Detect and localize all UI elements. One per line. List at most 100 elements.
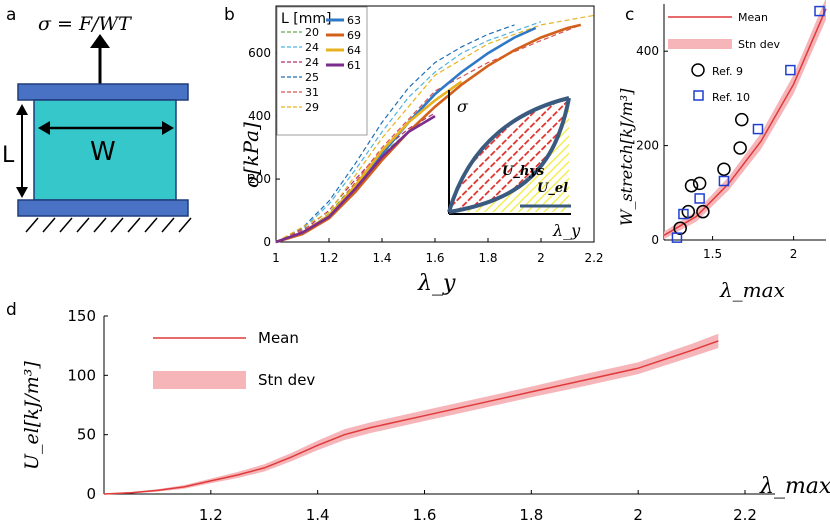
y-tick-label-b: 200 [248, 172, 271, 186]
length-label: L [2, 143, 15, 168]
width-label: W [90, 137, 116, 167]
series-line-24 [275, 112, 436, 243]
legend-label-b: 24 [305, 41, 319, 54]
ground-hatching [25, 217, 192, 233]
length-arrowhead-bottom [16, 187, 28, 198]
hatch-line [59, 217, 73, 233]
legend-label-std-d: Stn dev [258, 371, 315, 389]
inset-label-el: U_el [537, 181, 568, 196]
length-arrowhead-top [16, 104, 28, 115]
panel-letter-c: c [625, 5, 634, 25]
legend-entries-b: 20 24 24 25 31 29 63 69 64 61 [281, 14, 361, 114]
legend-label-b: 64 [347, 44, 361, 57]
legend-label-mean-c: Mean [738, 11, 768, 24]
ref9-point [733, 141, 747, 155]
series-group-b [275, 14, 595, 244]
x-tick-label-d: 1.2 [199, 506, 223, 524]
series-line-24 [275, 21, 542, 243]
ref9-point [696, 204, 710, 219]
x-axis-label-c: λ_max [719, 278, 785, 302]
inset-y-label: σ [457, 97, 469, 116]
x-tick-label-b: 1.6 [425, 251, 444, 265]
axis-ticks-c: 1.5 2 0 200 400 [636, 44, 797, 261]
legend-label-b: 63 [347, 14, 361, 27]
ref10-point [718, 175, 730, 187]
std-band-c [664, 0, 826, 240]
hatch-line [127, 217, 141, 233]
legend-box-b [276, 6, 368, 136]
hatch-line [25, 217, 39, 233]
x-tick-label-b: 1.8 [478, 251, 497, 265]
ref9-point [673, 221, 687, 235]
series-line-25 [275, 24, 515, 243]
legend-label-b: 24 [305, 56, 319, 69]
y-tick-label-d: 150 [67, 307, 96, 325]
y-tick-label-b: 600 [248, 46, 271, 60]
top-plate [17, 83, 189, 101]
width-arrowhead-left [38, 121, 50, 135]
legend-label-ref10: Ref. 10 [712, 91, 750, 104]
legend-label-b: 29 [305, 101, 319, 114]
inset-hysteresis: σ λ_y U_hys U_el [447, 90, 581, 240]
ref10-point [694, 193, 705, 204]
series-line-69 [275, 23, 582, 244]
x-tick-label-b: 1 [272, 251, 280, 265]
hysteresis-area [449, 98, 569, 212]
x-tick-label-d: 1.4 [306, 506, 330, 524]
schematic-panel-a: σ = F/WT W L [2, 13, 192, 233]
y-axis-label-b: σ[kPa] [239, 122, 263, 188]
hatch-line [161, 217, 175, 233]
hatch-line [93, 217, 107, 233]
elastic-area [449, 98, 569, 212]
x-axis-label-d: λ_max [759, 474, 830, 499]
std-band-d [104, 333, 719, 494]
x-tick-label-d: 1.6 [413, 506, 437, 524]
legend-label-b: 20 [305, 26, 319, 39]
width-arrowhead-right [162, 121, 174, 135]
panel-letter-d: d [6, 300, 17, 320]
bottom-plate [17, 199, 189, 217]
x-axis-label-b: λ_y [417, 271, 456, 296]
series-group-c [663, 0, 827, 243]
series-group-d [103, 333, 719, 495]
ref10-point [814, 5, 825, 17]
inset-x-label: λ_y [552, 221, 581, 240]
hatch-line [42, 217, 56, 233]
x-tick-label-d: 2 [633, 506, 643, 524]
panel-letter-b: b [224, 5, 235, 25]
panel-letter-a: a [6, 5, 16, 25]
y-axis-label-d: U_el[kJ/m³] [21, 361, 43, 470]
ref10-point [785, 64, 796, 76]
x-tick-label-b: 2 [537, 251, 545, 265]
y-tick-label-d: 50 [77, 426, 96, 444]
y-tick-label-d: 100 [67, 366, 96, 384]
legend-title-b: L [mm] [281, 11, 331, 27]
y-tick-label-c: 400 [636, 44, 659, 58]
x-tick-label-b: 1.2 [319, 251, 338, 265]
force-arrowhead [90, 34, 110, 48]
legend-marker-ref9 [691, 63, 705, 77]
x-tick-label-b: 1.4 [372, 251, 391, 265]
legend-swatch-std-d [153, 371, 246, 389]
mean-line-d [103, 340, 719, 495]
axis-ticks-d: 1.2 1.4 1.6 1.8 2 2.2 0 50 100 150 [67, 307, 757, 524]
legend-label-b: 61 [347, 59, 361, 72]
series-line-29 [275, 14, 595, 243]
y-tick-label-b: 0 [263, 235, 271, 249]
legend-label-b: 69 [347, 29, 361, 42]
ref9-point [692, 176, 707, 191]
ref10-point [671, 232, 683, 243]
stress-formula: σ = F/WT [38, 13, 132, 35]
hatch-line [110, 217, 124, 233]
hatch-line [76, 217, 90, 233]
y-tick-label-b: 400 [248, 109, 271, 123]
legend-swatch-std-c [668, 39, 732, 49]
unloading-curve [448, 97, 571, 214]
y-tick-label-c: 200 [636, 139, 659, 153]
legend-label-std-c: Stn dev [738, 38, 781, 51]
legend-label-b: 25 [305, 71, 319, 84]
series-line-61 [275, 114, 436, 244]
x-tick-label-b: 2.2 [584, 251, 603, 265]
ref10-point [678, 208, 689, 220]
